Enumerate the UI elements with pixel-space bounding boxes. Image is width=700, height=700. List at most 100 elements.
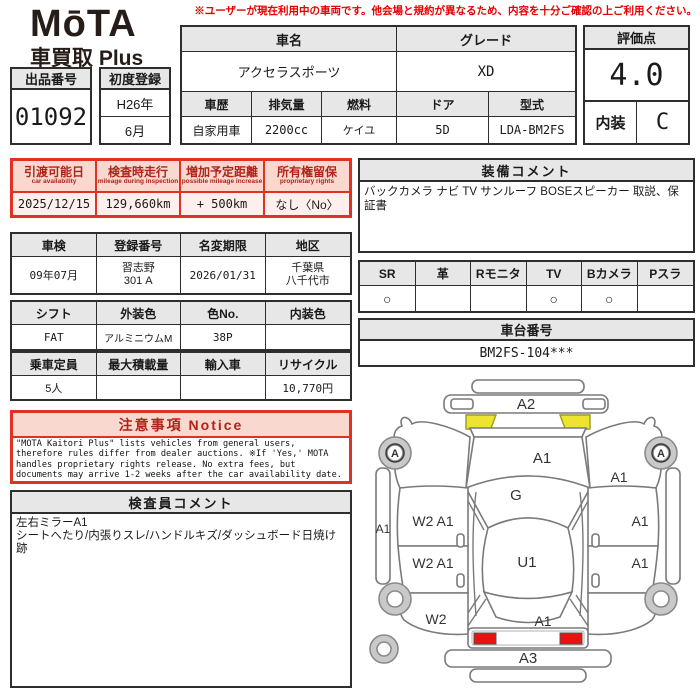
first-registration-year: H26年 bbox=[101, 90, 169, 117]
availability-rights-value: なし〈No〉 bbox=[275, 197, 339, 212]
imported-value bbox=[181, 376, 266, 399]
recycle-value: 10,770円 bbox=[282, 381, 334, 395]
right-rear-door-label: A1 bbox=[631, 555, 648, 571]
taillight-bar-inner bbox=[471, 630, 585, 646]
doors-header: ドア bbox=[397, 92, 489, 117]
inspector-comment-body: 左右ミラーA1 シートへたり/内張りスレ/ハンドルキズ/ダッシュボード日焼け跡 bbox=[16, 517, 337, 556]
doors-value: 5D bbox=[397, 117, 489, 143]
spare-tire-hub bbox=[376, 641, 392, 657]
windshield-label: G bbox=[510, 487, 522, 504]
roof-label: U1 bbox=[517, 554, 536, 571]
model-value: LDA-BM2FS bbox=[499, 123, 565, 137]
lot-number-box: 出品番号 01092 bbox=[10, 67, 92, 145]
equipment-header-bcamera: Bカメラ bbox=[582, 262, 638, 286]
recycle-header: リサイクル bbox=[265, 353, 350, 376]
availability-increase-en: possible mileage increase bbox=[181, 177, 263, 185]
equipment-value-bcamera: ○ bbox=[582, 286, 638, 311]
hood-label: A1 bbox=[533, 450, 551, 467]
exterior-color-value: アルミニウムM bbox=[97, 325, 181, 349]
district-value: 千葉県 八千代市 bbox=[285, 262, 330, 287]
equipment-header-pslide: Pスラ bbox=[637, 262, 693, 286]
rear-glass bbox=[482, 590, 574, 624]
front-left-wheel-label: A bbox=[391, 448, 399, 460]
front-bumper bbox=[443, 394, 609, 414]
interior-label: 内装 bbox=[585, 102, 637, 143]
mota-logo: MōTA 車買取 Plus bbox=[30, 5, 143, 72]
first-registration-label: 初度登録 bbox=[101, 69, 169, 90]
availability-mileage-value: 129,660km bbox=[97, 193, 181, 215]
history-header: 車歴 bbox=[182, 92, 252, 117]
right-fender-label: A1 bbox=[610, 469, 627, 485]
right-pillar-seam bbox=[579, 491, 584, 617]
notice-title: 注意事項 Notice bbox=[13, 413, 349, 438]
right-fender-panel bbox=[585, 416, 663, 489]
district-header: 地区 bbox=[265, 234, 350, 257]
vehicle-grade-value: XD bbox=[397, 52, 575, 92]
capacity-value: 5人 bbox=[12, 376, 97, 399]
history-value: 自家用車 bbox=[182, 117, 252, 143]
availability-mileage-header: 検査時走行 mileage during inspection bbox=[97, 161, 181, 193]
interior-grade-value: C bbox=[655, 110, 670, 135]
c-pillar-right-line2 bbox=[569, 598, 589, 627]
fuel-header: 燃料 bbox=[322, 92, 397, 117]
registration-table: 車検 登録番号 名変期限 地区 09年07月 習志野 301 A 2026/01… bbox=[10, 232, 352, 295]
front-right-wheel-label: A bbox=[657, 448, 665, 460]
availability-rights-jp: 所有権留保 bbox=[276, 165, 337, 180]
color-no-header: 色No. bbox=[181, 302, 266, 325]
availability-rights-header: 所有権留保 proprietary rights bbox=[265, 161, 349, 193]
rear-left-wheel-hub bbox=[386, 590, 404, 608]
left-sill-label: A1 bbox=[376, 522, 391, 536]
front-right-wheel-hub bbox=[652, 444, 670, 462]
front-cowl bbox=[468, 427, 588, 438]
rear-bumper-lower bbox=[469, 668, 587, 683]
equipment-value-pslide bbox=[638, 286, 694, 311]
vehicle-info-table: 車名 グレード アクセラスポーツ XD 車歴 排気量 燃料 ドア 型式 自家用車… bbox=[180, 25, 577, 145]
rear-bumper bbox=[444, 649, 612, 668]
equipment-header-leather: 革 bbox=[415, 262, 471, 286]
availability-increase-header: 増加予定距離 possible mileage increase bbox=[181, 161, 265, 193]
right-front-door-handle bbox=[591, 533, 600, 548]
front-left-wheel-grade-circle bbox=[385, 443, 405, 463]
rating-score: 4.0 bbox=[585, 50, 688, 102]
left-pillar-seam bbox=[472, 491, 477, 617]
inspection-expiry-value: 09年07月 bbox=[12, 257, 97, 293]
taillight-bar bbox=[467, 627, 589, 649]
equipment-value-leather bbox=[416, 286, 471, 311]
top-warning-text: ※ユーザーが現在利用中の車両です。他会場と規約が異なるため、内容を十分ご確認の上… bbox=[194, 5, 697, 17]
front-fog-right bbox=[582, 398, 606, 410]
rear-right-wheel-hub bbox=[652, 590, 670, 608]
shift-color-table: シフト 外装色 色No. 内装色 FAT アルミニウムM 38P bbox=[10, 300, 352, 351]
equipment-comment-box: 装備コメント バックカメラ ナビ TV サンルーフ BOSEスピーカー 取説、保… bbox=[358, 158, 695, 253]
vehicle-name-header: 車名 bbox=[182, 27, 397, 52]
lot-number-value: 01092 bbox=[14, 102, 88, 131]
chassis-number-label: 車台番号 bbox=[360, 320, 693, 341]
inspector-comment-box: 検査員コメント 左右ミラーA1 シートへたり/内張りスレ/ハンドルキズ/ダッシュ… bbox=[10, 490, 352, 688]
equipment-value-tv: ○ bbox=[527, 286, 582, 311]
equipment-value-sr: ○ bbox=[360, 286, 416, 311]
lot-number-label: 出品番号 bbox=[12, 69, 90, 90]
vehicle-name-value: アクセラスポーツ bbox=[182, 52, 397, 92]
name-change-value: 2026/01/31 bbox=[181, 257, 266, 293]
inspection-expiry-header: 車検 bbox=[12, 234, 97, 257]
plate-number-header: 登録番号 bbox=[96, 234, 181, 257]
left-rear-door-label: W2 A1 bbox=[412, 555, 453, 571]
chassis-number-box: 車台番号 BM2FS-104*** bbox=[358, 318, 695, 367]
notice-box: 注意事項 Notice "MOTA Kaitori Plus" lists ve… bbox=[10, 410, 352, 484]
left-front-door-handle bbox=[456, 533, 465, 548]
equipment-table: SR 革 Rモニタ TV Bカメラ Pスラ ○ ○ ○ bbox=[358, 260, 695, 313]
availability-date-header: 引渡可能日 car availability bbox=[13, 161, 97, 193]
equipment-comment-title: 装備コメント bbox=[360, 160, 693, 182]
availability-increase-jp: 増加予定距離 bbox=[185, 165, 258, 180]
equipment-header-sr: SR bbox=[360, 262, 416, 286]
imported-header: 輸入車 bbox=[181, 353, 266, 376]
right-rear-door-handle bbox=[591, 573, 600, 588]
displacement-header: 排気量 bbox=[252, 92, 322, 117]
right-front-door-panel bbox=[587, 485, 660, 547]
rear-panel-label: A1 bbox=[534, 613, 551, 629]
interior-color-header: 内装色 bbox=[265, 302, 350, 325]
left-fender-panel bbox=[393, 416, 471, 489]
displacement-value: 2200cc bbox=[252, 117, 322, 143]
rear-bumper-label: A3 bbox=[519, 650, 537, 667]
left-front-door-label: W2 A1 bbox=[412, 513, 453, 529]
